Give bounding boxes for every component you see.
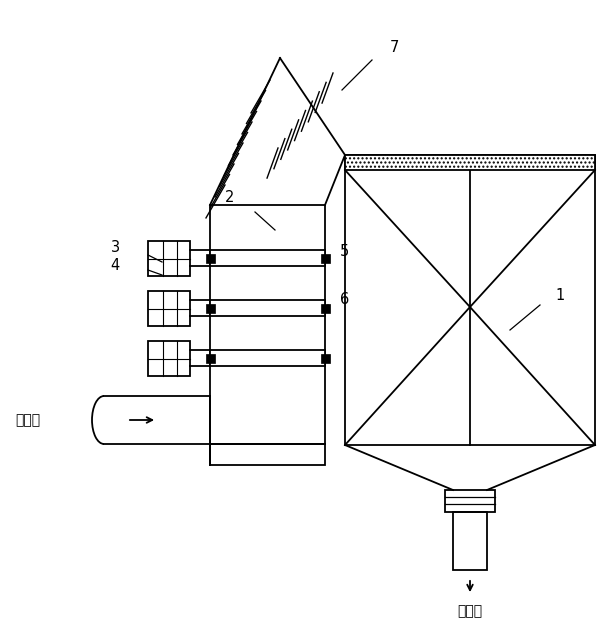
Text: 空预器: 空预器 bbox=[458, 604, 483, 618]
Text: 2: 2 bbox=[225, 190, 234, 206]
Bar bbox=[210, 205, 325, 465]
Bar bbox=[210, 300, 325, 316]
Bar bbox=[453, 512, 487, 570]
Bar bbox=[445, 490, 495, 512]
Text: 4: 4 bbox=[111, 258, 120, 273]
Bar bbox=[345, 155, 595, 445]
Bar bbox=[206, 254, 215, 263]
Text: 3: 3 bbox=[111, 240, 120, 255]
Text: 1: 1 bbox=[555, 287, 564, 302]
Text: 6: 6 bbox=[340, 292, 350, 308]
Bar bbox=[345, 155, 595, 170]
Bar bbox=[321, 304, 330, 313]
Bar bbox=[210, 350, 325, 366]
Text: 5: 5 bbox=[340, 245, 350, 260]
Bar bbox=[206, 354, 215, 363]
Bar bbox=[210, 250, 325, 266]
Bar bbox=[321, 354, 330, 363]
Bar bbox=[206, 304, 215, 313]
Bar bbox=[148, 291, 190, 326]
Bar bbox=[148, 341, 190, 376]
Text: 7: 7 bbox=[390, 41, 400, 56]
Bar bbox=[321, 254, 330, 263]
Text: 省煤器: 省煤器 bbox=[15, 413, 40, 427]
Bar bbox=[148, 241, 190, 276]
